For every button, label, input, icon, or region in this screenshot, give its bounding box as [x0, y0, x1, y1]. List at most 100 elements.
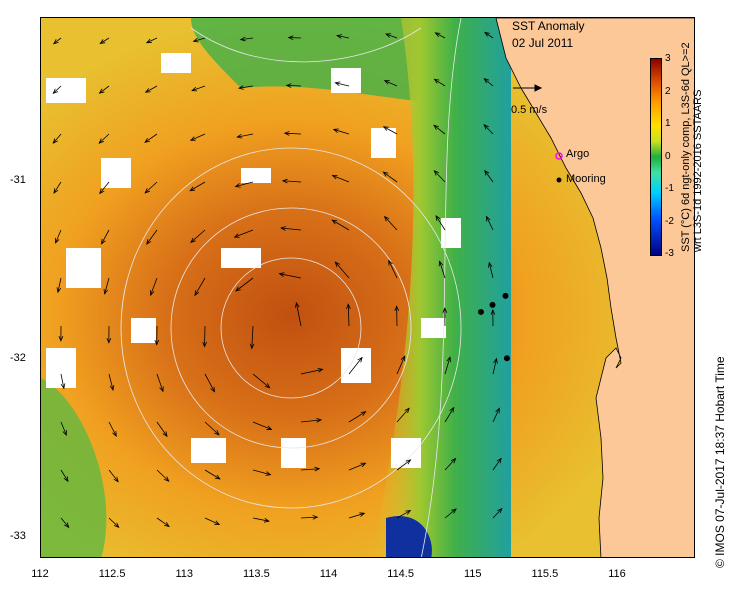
current-vector	[52, 133, 62, 144]
current-vector-head	[283, 131, 290, 136]
coastal-cool-zone	[371, 18, 511, 557]
current-vector-head	[189, 186, 196, 192]
current-vector	[156, 373, 164, 392]
x-tick-label: 114	[319, 568, 338, 580]
current-vector-head	[145, 38, 152, 44]
current-vector-head	[490, 309, 496, 315]
current-vector	[483, 78, 494, 87]
current-vector-head	[433, 78, 440, 84]
current-vector-head	[113, 522, 120, 529]
current-vector-head	[266, 425, 273, 430]
land-mass	[495, 18, 694, 557]
southeast-blue-patch	[386, 516, 432, 557]
current-vector-head	[331, 219, 338, 225]
sst-map[interactable]	[40, 17, 695, 558]
current-vector	[99, 181, 110, 194]
y-tick-label: -32	[10, 352, 26, 364]
scale-arrow-label: 0.5 m/s	[511, 104, 548, 116]
current-vector	[396, 459, 411, 471]
current-vector-head	[234, 183, 241, 188]
current-vector	[108, 373, 114, 391]
current-vector	[433, 124, 446, 135]
current-vector-head	[239, 36, 246, 42]
current-vector	[204, 469, 221, 480]
current-vector-head	[446, 356, 451, 363]
current-vector-head	[113, 476, 119, 483]
current-vector	[234, 229, 254, 238]
current-vector-head	[64, 522, 70, 529]
current-vector	[384, 216, 398, 231]
current-vector	[156, 517, 170, 527]
current-vector	[492, 408, 500, 423]
current-vector-head	[287, 35, 294, 41]
current-vector-head	[496, 457, 502, 464]
current-vector	[284, 132, 302, 135]
current-vector	[60, 421, 67, 436]
current-vector	[348, 357, 363, 375]
cloud-gaps	[46, 53, 461, 468]
current-vector-head	[159, 386, 164, 393]
current-vector	[444, 508, 457, 519]
current-vector-head	[331, 174, 338, 180]
current-vector	[53, 85, 62, 94]
argo-legend-symbol	[555, 152, 563, 160]
current-vector-head	[278, 272, 285, 277]
current-vector-head	[449, 406, 455, 413]
current-vector-head	[493, 357, 498, 364]
current-vector-head	[405, 510, 412, 515]
current-vector-head	[109, 384, 115, 391]
y-tick-label: -33	[10, 530, 26, 542]
mooring-markers	[477, 292, 510, 362]
current-vector-head	[357, 356, 363, 363]
mooring-marker[interactable]	[477, 308, 484, 315]
current-vector	[488, 262, 494, 279]
current-vector-head	[62, 430, 67, 436]
current-vector-head	[98, 138, 105, 144]
current-vector	[190, 133, 206, 141]
current-vector-head	[98, 88, 105, 94]
current-vector	[235, 277, 254, 292]
current-vector-head	[162, 431, 168, 438]
current-vector-head	[382, 171, 389, 177]
current-vector	[145, 85, 158, 93]
current-vector-head	[359, 512, 366, 517]
current-vector-head	[154, 339, 160, 346]
current-vector	[99, 85, 110, 94]
current-vector	[252, 421, 272, 430]
current-vector-head	[281, 178, 288, 184]
current-vector	[444, 458, 456, 471]
colorbar-tick-label: 1	[665, 118, 671, 129]
colorbar-tick-label: 2	[665, 85, 671, 97]
mooring-marker[interactable]	[489, 301, 496, 308]
current-vector-head	[194, 290, 200, 297]
current-vector-head	[383, 215, 390, 222]
current-vector-head	[400, 355, 406, 362]
current-vector	[240, 37, 254, 40]
mooring-marker[interactable]	[502, 292, 509, 299]
current-vector	[235, 181, 254, 187]
current-vector-head	[237, 85, 244, 90]
current-vector-head	[385, 33, 392, 38]
current-vector	[108, 469, 119, 482]
current-vector-head	[394, 305, 400, 312]
current-vector	[238, 85, 254, 89]
current-vector-head	[106, 337, 112, 344]
current-vector	[348, 462, 366, 471]
current-vector-head	[360, 462, 367, 468]
current-vector-head	[484, 169, 490, 176]
current-vector-head	[497, 507, 503, 514]
current-vector-head	[236, 133, 243, 139]
current-vector	[483, 124, 494, 135]
current-vector-head	[332, 128, 339, 133]
current-vector	[492, 458, 502, 471]
current-vector	[144, 133, 158, 143]
current-vector	[396, 356, 406, 375]
current-vector-head	[280, 226, 286, 231]
colorbar-tick-label: -2	[665, 215, 674, 227]
current-vector-head	[164, 522, 170, 528]
current-vector-head	[53, 188, 59, 194]
x-tick-label: 115.5	[531, 568, 559, 580]
map-canvas	[41, 18, 694, 557]
mooring-marker[interactable]	[503, 355, 510, 362]
current-vector	[444, 407, 455, 423]
